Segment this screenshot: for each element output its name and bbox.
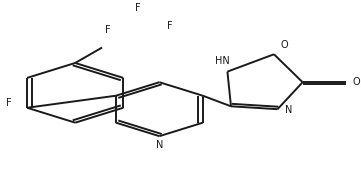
Text: F: F (166, 21, 172, 31)
Text: F: F (135, 3, 141, 13)
Text: HN: HN (215, 56, 230, 66)
Text: O: O (352, 77, 360, 87)
Text: F: F (105, 25, 111, 35)
Text: N: N (286, 105, 293, 115)
Text: N: N (156, 140, 163, 150)
Text: O: O (280, 40, 288, 50)
Text: F: F (6, 98, 12, 108)
